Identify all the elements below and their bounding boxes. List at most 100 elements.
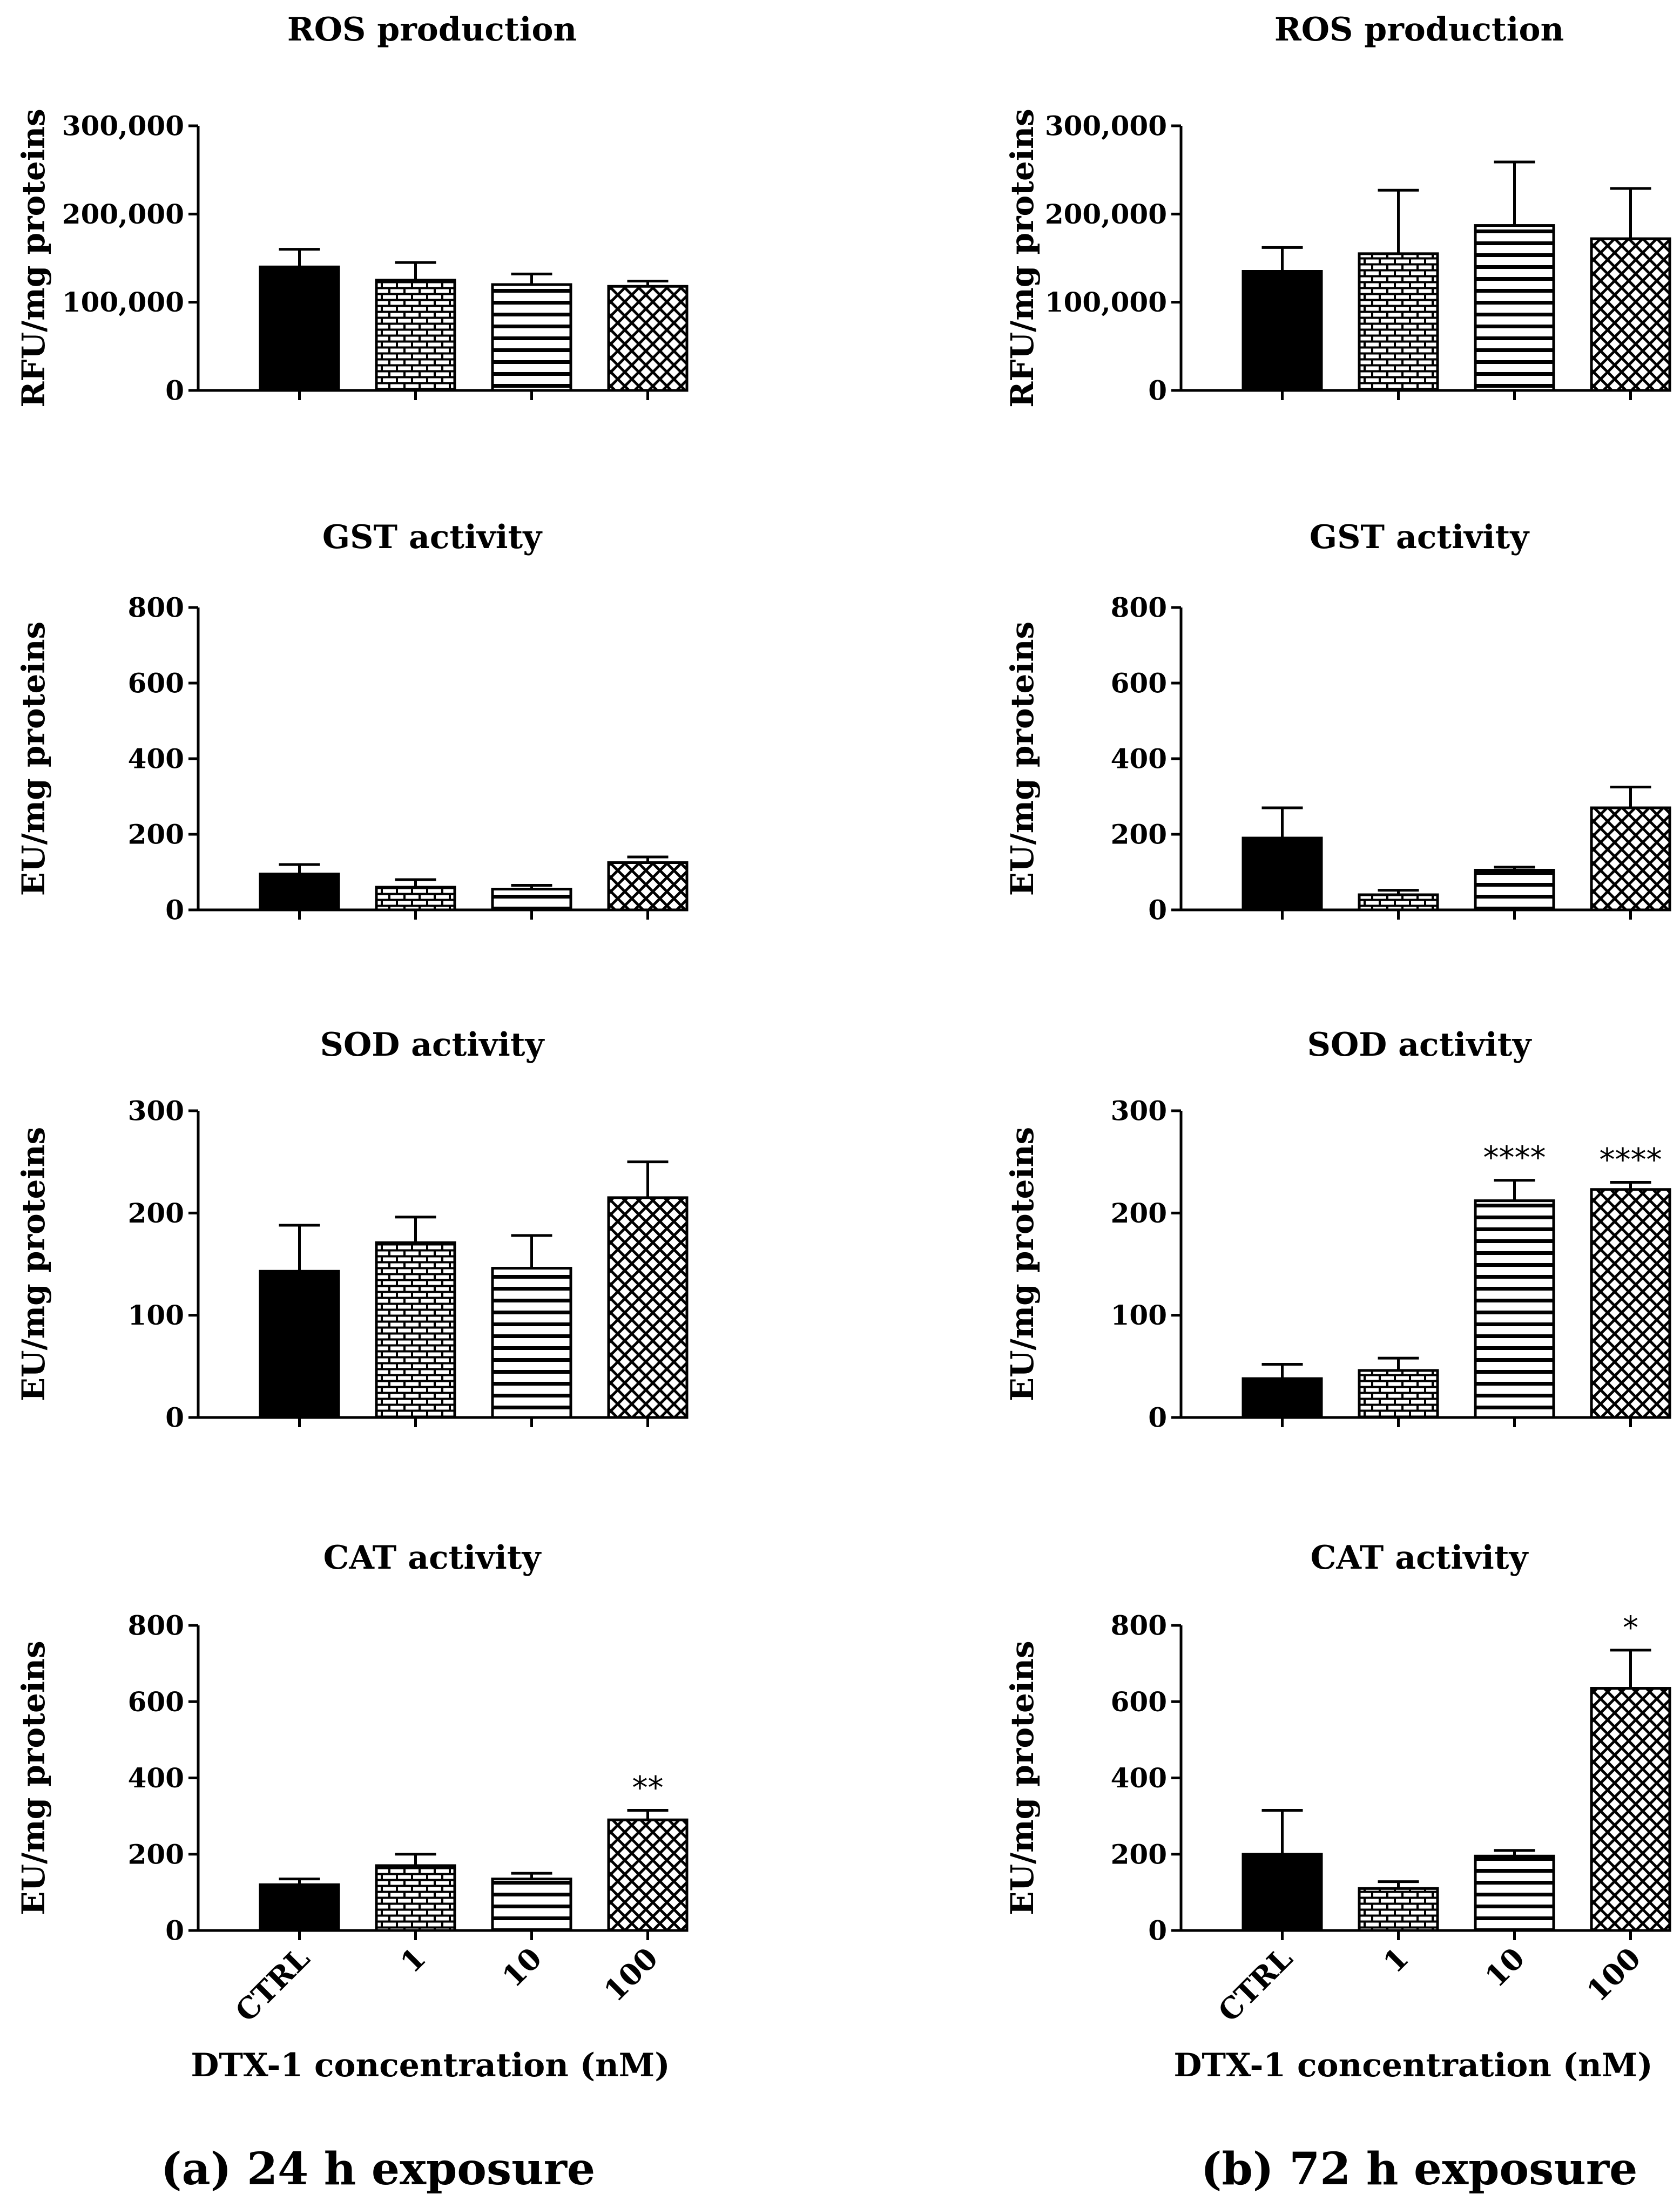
y-tick-label: 600: [1111, 1686, 1167, 1718]
bar-10: [491, 888, 572, 912]
y-axis-label: EU/mg proteins: [15, 1127, 52, 1401]
significance-marker: **: [632, 1770, 664, 1806]
bar-ctrl: [1242, 1853, 1323, 1932]
x-tick-label: 10: [495, 1941, 548, 1994]
y-axis-label: RFU/mg proteins: [15, 109, 52, 408]
x-tick-label: CTRL: [228, 1941, 316, 2029]
chart-title: GST activity: [322, 518, 543, 556]
y-tick-label: 800: [1111, 592, 1167, 624]
y-axis-label: RFU/mg proteins: [1004, 109, 1041, 408]
y-tick-label: 0: [165, 1915, 184, 1947]
y-tick-label: 200: [128, 1838, 184, 1870]
y-tick-label: 800: [1111, 1610, 1167, 1642]
bar-10: [491, 283, 572, 392]
bar-10: [1474, 224, 1555, 392]
chart-title: SOD activity: [320, 1026, 545, 1064]
bar-100: [1590, 1188, 1671, 1419]
x-tick-label: CTRL: [1211, 1941, 1299, 2029]
bar-10: [1474, 1199, 1555, 1419]
y-tick-label: 400: [1111, 1762, 1167, 1794]
y-tick-label: 100,000: [1045, 286, 1167, 318]
y-tick-label: 100: [128, 1299, 184, 1331]
y-tick-label: 800: [128, 592, 184, 624]
y-tick-label: 300,000: [62, 110, 184, 142]
chart-gst72: GST activity EU/mg proteins 0 200 400 600 800: [1004, 518, 1671, 926]
y-tick-label: 0: [1148, 894, 1167, 926]
y-tick-label: 300: [1111, 1095, 1167, 1127]
chart-title: GST activity: [1310, 518, 1530, 556]
chart-gst24: GST activity EU/mg proteins 0 200 400 600 800: [15, 518, 689, 926]
y-tick-label: 0: [1148, 1915, 1167, 1947]
x-tick-label: 1: [1377, 1941, 1415, 1980]
chart-sod72: SOD activity EU/mg proteins 0 100 200 300 ****…: [1004, 1026, 1671, 1434]
y-tick-label: 400: [128, 1762, 184, 1794]
y-tick-label: 600: [128, 1686, 184, 1718]
y-tick-label: 400: [128, 743, 184, 775]
bar-1: [375, 279, 456, 392]
bar-1: [1358, 252, 1439, 392]
x-axis-label: DTX-1 concentration (nM): [191, 2047, 670, 2084]
y-axis-label: EU/mg proteins: [1004, 622, 1041, 896]
bar-1: [375, 886, 456, 912]
y-tick-label: 600: [128, 667, 184, 699]
chart-title: ROS production: [1274, 11, 1564, 49]
y-tick-label: 200: [1111, 819, 1167, 850]
bar-ctrl: [259, 873, 340, 912]
bar-ctrl: [1242, 836, 1323, 912]
bar-1: [1358, 1369, 1439, 1419]
bar-ctrl: [259, 265, 340, 392]
x-tick-label: 100: [1580, 1941, 1648, 2008]
bar-1: [375, 1241, 456, 1419]
y-tick-label: 200: [128, 819, 184, 850]
bar-10: [1474, 1854, 1555, 1932]
chart-title: ROS production: [287, 11, 577, 49]
bar-100: [607, 861, 689, 912]
y-axis-label: EU/mg proteins: [1004, 1640, 1041, 1915]
y-tick-label: 300: [128, 1095, 184, 1127]
y-tick-label: 100,000: [62, 286, 184, 318]
significance-marker: ****: [1600, 1142, 1662, 1178]
bar-1: [1358, 893, 1439, 912]
y-axis-label: EU/mg proteins: [15, 622, 52, 896]
y-tick-label: 400: [1111, 743, 1167, 775]
bar-100: [607, 1818, 689, 1932]
y-tick-label: 800: [128, 1610, 184, 1642]
y-tick-label: 0: [1148, 1402, 1167, 1434]
chart-ros72: ROS production RFU/mg proteins 0 100,000 200…: [1004, 11, 1671, 408]
bar-10: [1474, 869, 1555, 912]
y-tick-label: 300,000: [1045, 110, 1167, 142]
chart-title: CAT activity: [1311, 1539, 1529, 1577]
x-tick-label: 10: [1478, 1941, 1531, 1994]
y-axis-label: EU/mg proteins: [1004, 1127, 1041, 1401]
chart-title: CAT activity: [323, 1539, 542, 1577]
bar-10: [491, 1267, 572, 1419]
y-tick-label: 0: [1148, 375, 1167, 407]
x-axis-label: DTX-1 concentration (nM): [1173, 2047, 1652, 2084]
y-tick-label: 200,000: [62, 198, 184, 230]
y-tick-label: 200: [1111, 1197, 1167, 1229]
y-tick-label: 200,000: [1045, 198, 1167, 230]
significance-marker: ****: [1483, 1139, 1546, 1176]
y-tick-label: 100: [1111, 1299, 1167, 1331]
bar-ctrl: [259, 1270, 340, 1419]
chart-sod24: SOD activity EU/mg proteins 0 100 200 300: [15, 1026, 689, 1434]
y-tick-label: 200: [1111, 1838, 1167, 1870]
y-tick-label: 200: [128, 1197, 184, 1229]
panel-a-caption: (a) 24 h exposure: [161, 2143, 595, 2195]
bar-100: [607, 285, 689, 392]
y-axis-label: EU/mg proteins: [15, 1640, 52, 1915]
chart-ros24: ROS production RFU/mg proteins 0 100,000 200…: [15, 11, 689, 408]
y-tick-label: 0: [165, 1402, 184, 1434]
y-tick-label: 0: [165, 375, 184, 407]
bar-ctrl: [1242, 270, 1323, 392]
panel-b-caption: (b) 72 h exposure: [1201, 2143, 1638, 2195]
chart-cat24: CAT activity EU/mg proteins 0 200 400 600 800 C…: [15, 1539, 689, 2084]
y-tick-label: 0: [165, 894, 184, 926]
bar-10: [491, 1878, 572, 1932]
bar-100: [1590, 1687, 1671, 1932]
chart-title: SOD activity: [1307, 1026, 1533, 1064]
x-tick-label: 100: [597, 1941, 665, 2008]
bar-1: [375, 1864, 456, 1932]
bar-ctrl: [259, 1883, 340, 1932]
